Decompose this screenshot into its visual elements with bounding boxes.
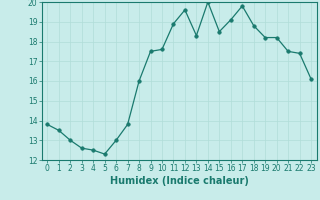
- X-axis label: Humidex (Indice chaleur): Humidex (Indice chaleur): [110, 176, 249, 186]
